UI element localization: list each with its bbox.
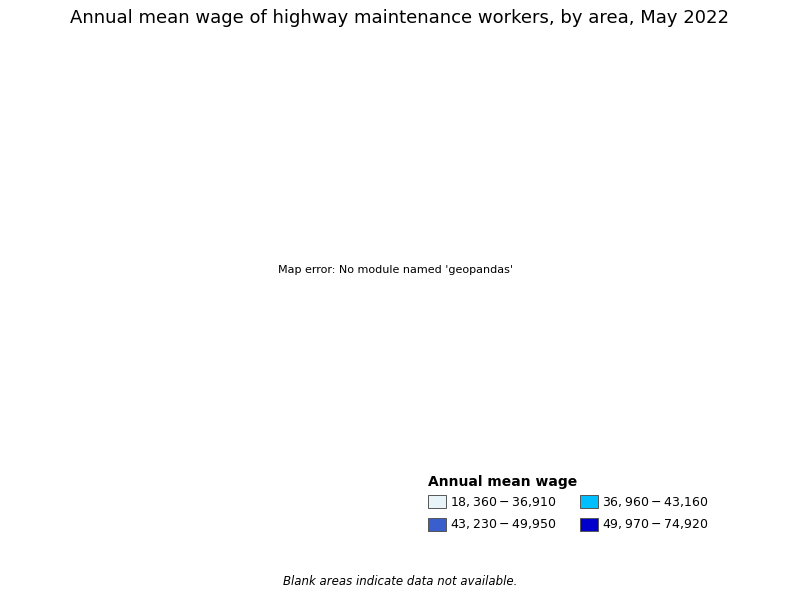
Text: $36,960 - $43,160: $36,960 - $43,160 <box>602 494 709 509</box>
Text: $49,970 - $74,920: $49,970 - $74,920 <box>602 517 709 532</box>
Text: Blank areas indicate data not available.: Blank areas indicate data not available. <box>283 575 517 588</box>
Text: $43,230 - $49,950: $43,230 - $49,950 <box>450 517 557 532</box>
Text: $18,360 - $36,910: $18,360 - $36,910 <box>450 494 557 509</box>
Text: Map error: No module named 'geopandas': Map error: No module named 'geopandas' <box>278 265 514 275</box>
Text: Annual mean wage: Annual mean wage <box>428 475 578 489</box>
Text: Annual mean wage of highway maintenance workers, by area, May 2022: Annual mean wage of highway maintenance … <box>70 9 730 27</box>
